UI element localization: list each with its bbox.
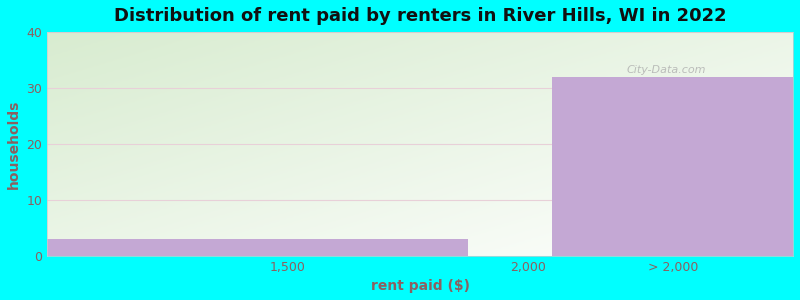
Title: Distribution of rent paid by renters in River Hills, WI in 2022: Distribution of rent paid by renters in … <box>114 7 726 25</box>
Y-axis label: households: households <box>7 99 21 188</box>
X-axis label: rent paid ($): rent paid ($) <box>370 279 470 293</box>
Bar <box>553 77 793 256</box>
Bar <box>47 239 468 256</box>
Text: City-Data.com: City-Data.com <box>626 65 706 75</box>
